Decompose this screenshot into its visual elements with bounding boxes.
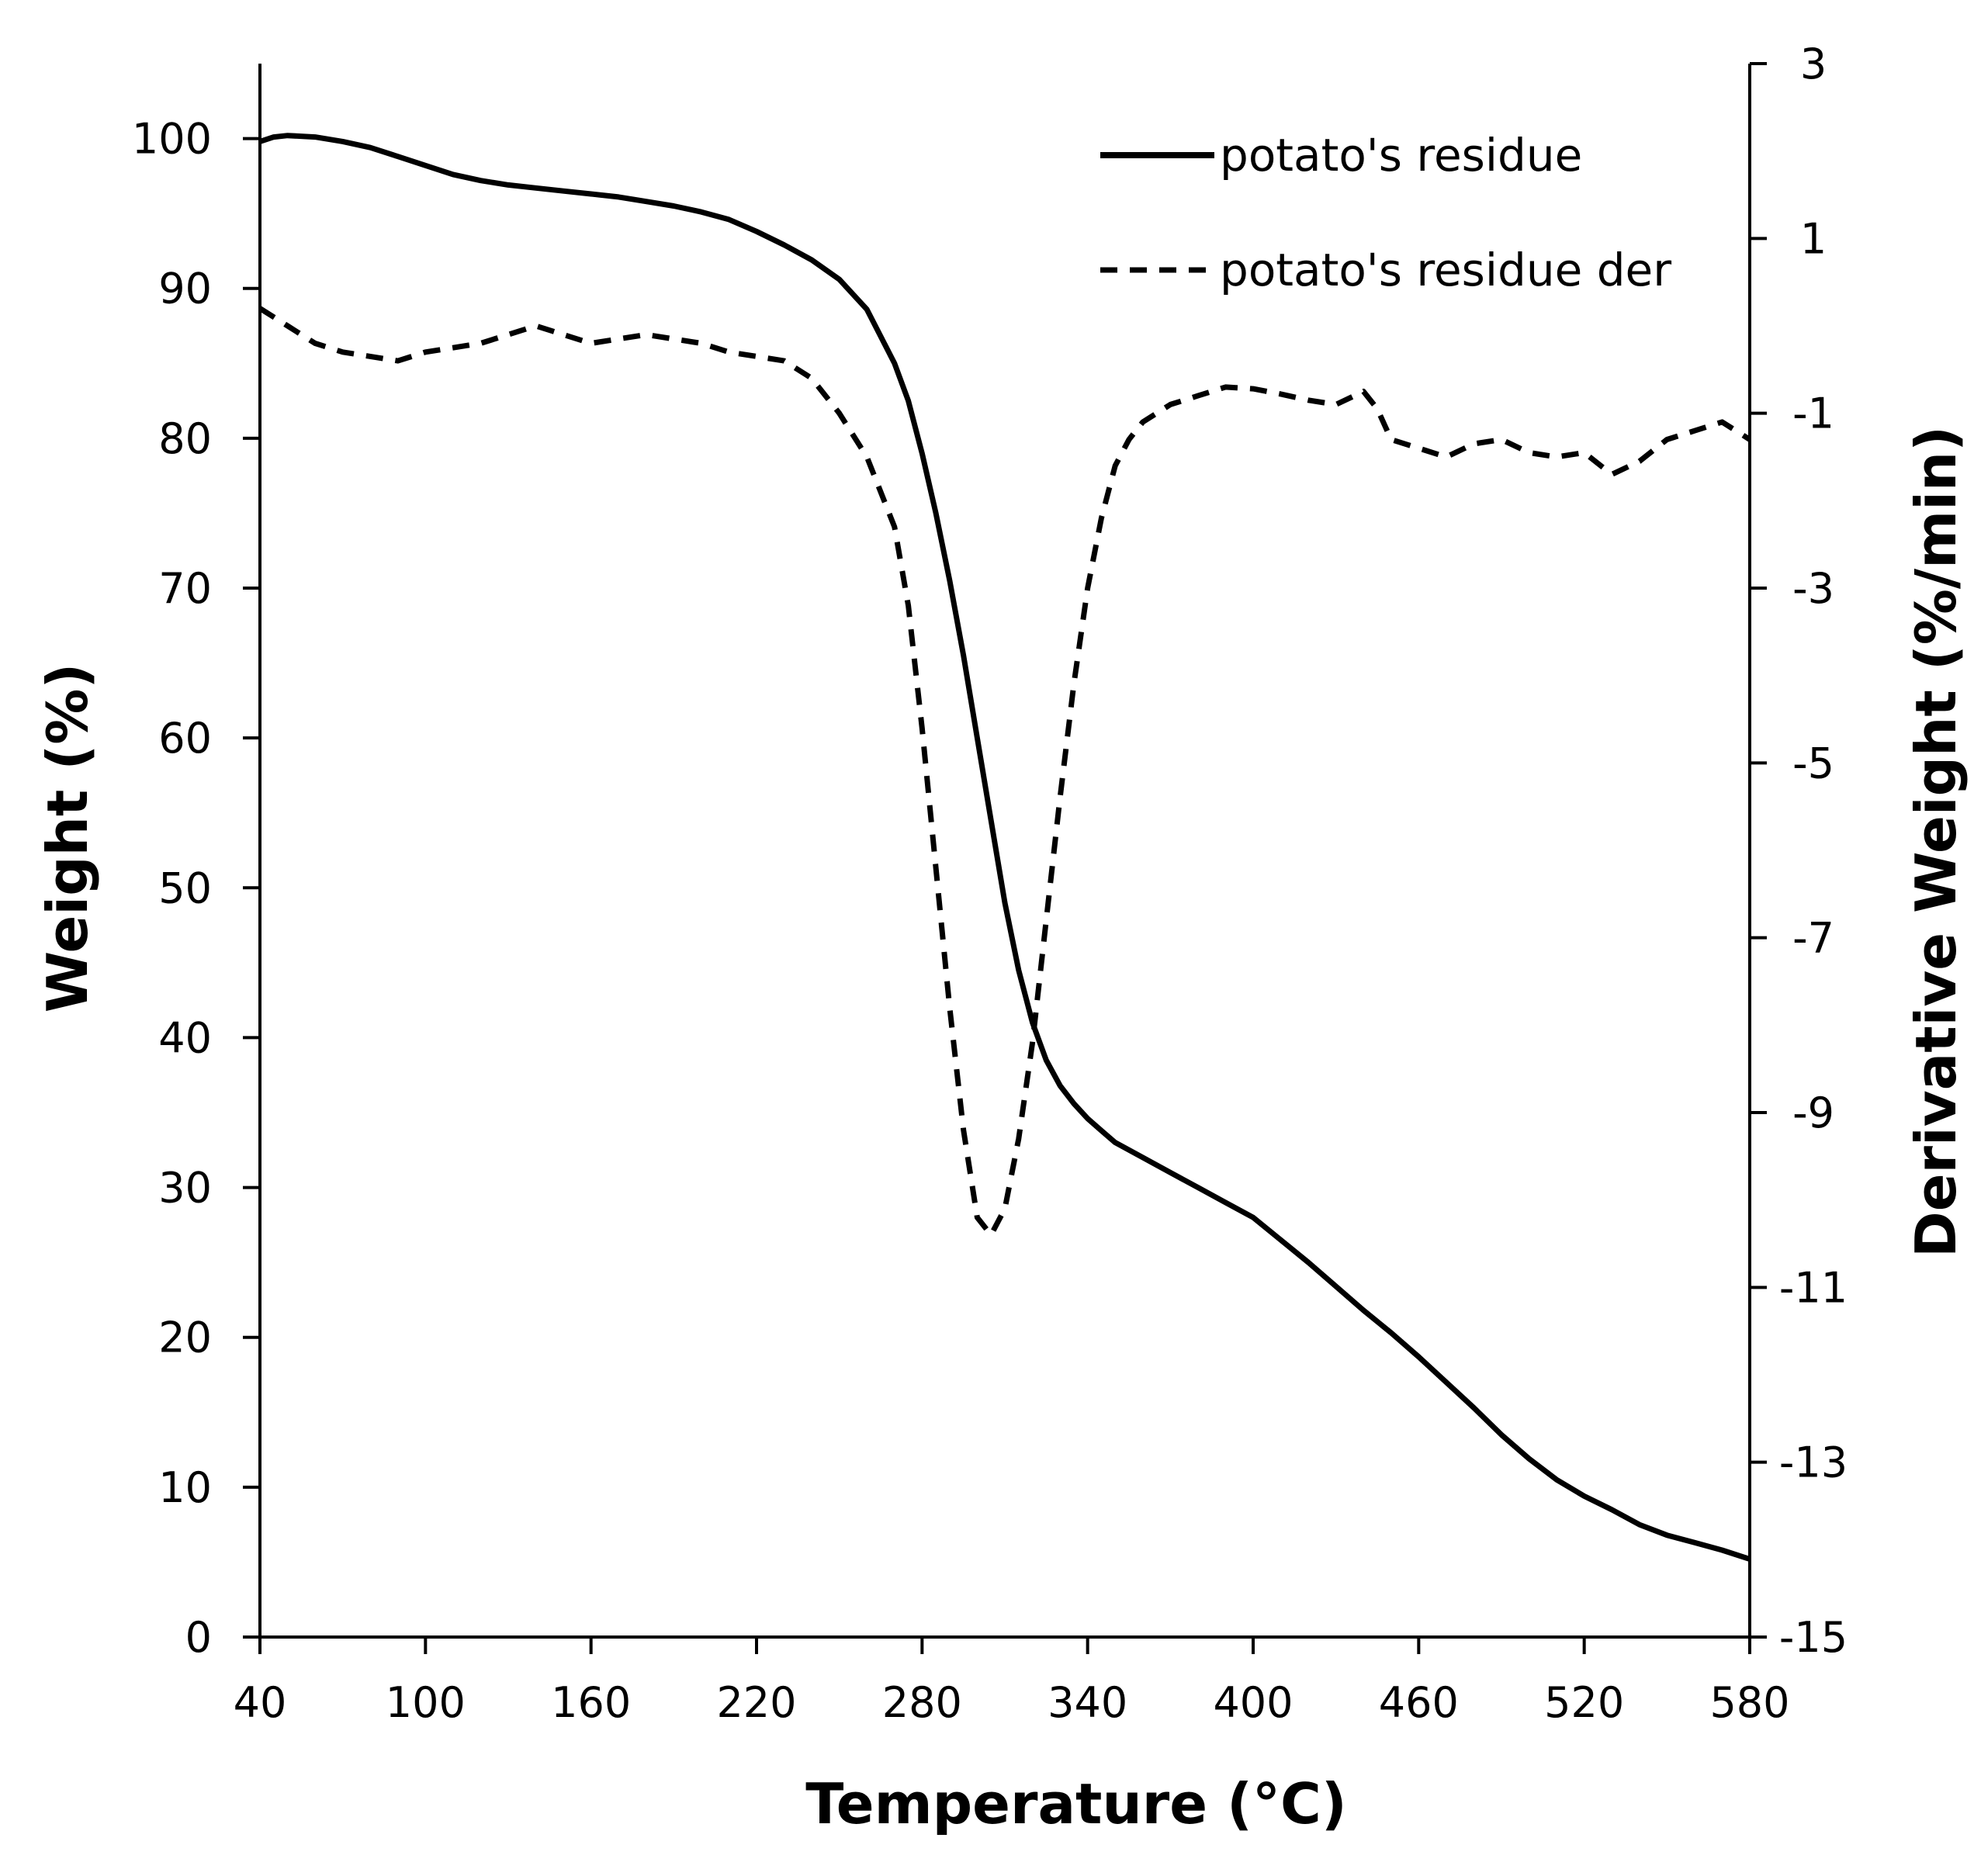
y-tick-label: 50: [158, 864, 212, 912]
x-axis-title: Temperature (°C): [805, 1771, 1347, 1836]
x-tick-label: 460: [1379, 1678, 1459, 1727]
y-tick-label: 40: [158, 1013, 212, 1062]
y2-tick-label: -13: [1779, 1438, 1848, 1487]
y2-tick-label: -3: [1792, 564, 1834, 613]
x-tick-label: 280: [882, 1678, 962, 1727]
y-tick-label: 80: [158, 414, 212, 463]
legend-label-derivative: potato's residue der: [1220, 244, 1671, 296]
y-tick-label: 70: [158, 564, 212, 613]
y2-tick-label: -9: [1792, 1089, 1834, 1137]
y-tick-label: 100: [132, 115, 212, 164]
y-tick-label: 30: [158, 1164, 212, 1213]
y-axis-title: Weight (%): [35, 663, 100, 1013]
y-ticks: 0 10 20 30 40 50 60 70 80 90 100: [132, 115, 260, 1662]
y2-tick-label: -5: [1792, 739, 1834, 787]
axes-frame: [258, 64, 1751, 1639]
x-tick-label: 220: [716, 1678, 796, 1727]
y2-tick-label: -11: [1779, 1263, 1848, 1312]
y2-tick-label: -1: [1792, 389, 1834, 438]
y2-tick-label: -7: [1792, 914, 1834, 963]
legend: potato's residue potato's residue der: [1100, 129, 1671, 296]
y2-tick-label: 3: [1800, 40, 1827, 88]
x-tick-label: 520: [1544, 1678, 1624, 1727]
y-tick-label: 20: [158, 1314, 212, 1362]
series-line-weight: [258, 133, 1751, 1562]
x-tick-label: 580: [1709, 1678, 1789, 1727]
legend-label-weight: potato's residue: [1220, 129, 1582, 182]
y-tick-label: 10: [158, 1463, 212, 1512]
series-group: [258, 133, 1751, 1562]
y2-tick-label: -15: [1779, 1613, 1848, 1662]
x-tick-label: 40: [234, 1678, 287, 1727]
y2-axis-title: Derivative Weight (%/min): [1903, 426, 1969, 1258]
y2-tick-label: 1: [1800, 214, 1827, 263]
y-tick-label: 0: [185, 1613, 212, 1662]
y-tick-label: 90: [158, 265, 212, 313]
series-line-derivative: [258, 306, 1751, 1238]
y2-ticks: -15-13-11-9-7-5-3-113: [1750, 40, 1848, 1662]
x-tick-label: 160: [551, 1678, 631, 1727]
x-tick-label: 340: [1048, 1678, 1127, 1727]
x-ticks: 40 100 160 220 280 340 400 460 520 580: [234, 1637, 1790, 1727]
x-tick-label: 100: [386, 1678, 466, 1727]
x-tick-label: 400: [1213, 1678, 1293, 1727]
y-tick-label: 60: [158, 714, 212, 763]
